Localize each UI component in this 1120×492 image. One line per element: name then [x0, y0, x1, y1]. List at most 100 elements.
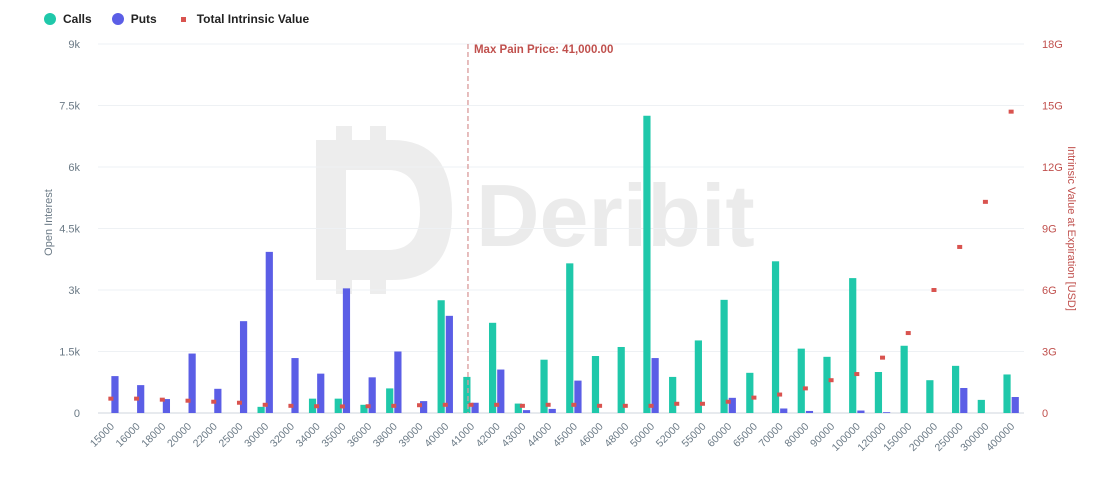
calls-bar[interactable] [694, 340, 702, 413]
puts-bar[interactable] [1011, 397, 1019, 413]
calls-bar[interactable] [437, 300, 445, 413]
puts-bar[interactable] [265, 251, 273, 413]
calls-bar[interactable] [566, 263, 574, 413]
y2-axis-title: Intrinsic Value at Expiration [USD] [1065, 146, 1077, 311]
calls-bar[interactable] [797, 348, 805, 413]
tiv-point[interactable] [622, 403, 628, 408]
puts-bar[interactable] [883, 412, 891, 413]
tiv-point[interactable] [314, 404, 320, 409]
tiv-point[interactable] [725, 399, 731, 404]
puts-bar[interactable] [728, 397, 736, 413]
tiv-point[interactable] [905, 331, 911, 336]
puts-bar[interactable] [368, 377, 376, 413]
calls-bar[interactable] [874, 372, 883, 413]
puts-bar[interactable] [394, 351, 402, 414]
puts-bar[interactable] [445, 315, 453, 413]
tiv-point[interactable] [1008, 109, 1014, 114]
puts-bar[interactable] [420, 401, 428, 413]
tiv-point[interactable] [236, 400, 242, 405]
calls-bar[interactable] [900, 345, 908, 413]
calls-bar[interactable] [669, 376, 677, 413]
legend-item-calls[interactable]: Calls [44, 12, 92, 26]
calls-bar[interactable] [951, 365, 960, 413]
legend-item-puts[interactable]: Puts [111, 12, 157, 26]
tiv-point[interactable] [571, 402, 577, 407]
calls-bar[interactable] [386, 388, 394, 413]
tiv-point[interactable] [802, 386, 808, 391]
tiv-point[interactable] [339, 404, 345, 409]
x-tick-label: 36000 [345, 421, 374, 450]
tiv-point[interactable] [288, 403, 294, 408]
tiv-point[interactable] [648, 403, 654, 408]
tiv-point[interactable] [108, 396, 114, 401]
calls-bar[interactable] [334, 398, 342, 413]
calls-bar[interactable] [540, 359, 548, 413]
puts-bar[interactable] [574, 380, 582, 413]
calls-bar[interactable] [746, 372, 754, 413]
calls-bar[interactable] [977, 399, 985, 413]
x-tick-label: 40000 [422, 421, 451, 450]
max-pain-label: Max Pain Price: 41,000.00 [474, 44, 613, 56]
tiv-point[interactable] [699, 401, 705, 406]
puts-bar[interactable] [780, 408, 788, 413]
puts-bar[interactable] [214, 388, 222, 413]
calls-bar[interactable] [1003, 374, 1011, 413]
puts-bar[interactable] [548, 408, 556, 413]
puts-bar[interactable] [497, 369, 505, 413]
puts-bar[interactable] [137, 385, 145, 413]
x-tick-label: 20000 [165, 421, 194, 450]
calls-bar[interactable] [849, 278, 857, 413]
puts-bar[interactable] [857, 410, 865, 413]
calls-bar[interactable] [617, 346, 625, 413]
puts-bar[interactable] [162, 399, 171, 413]
calls-bar[interactable] [463, 376, 471, 413]
tiv-point[interactable] [134, 396, 140, 401]
puts-bar[interactable] [651, 358, 659, 413]
calls-bar[interactable] [926, 380, 934, 413]
tiv-point[interactable] [751, 395, 757, 400]
calls-bar[interactable] [308, 398, 317, 413]
calls-bar[interactable] [643, 115, 651, 413]
puts-bar[interactable] [317, 373, 325, 413]
puts-bar[interactable] [805, 410, 814, 413]
tiv-point[interactable] [828, 378, 834, 383]
calls-bar[interactable] [488, 322, 497, 413]
tiv-point[interactable] [957, 244, 963, 249]
puts-bar[interactable] [291, 358, 299, 413]
tiv-point[interactable] [494, 402, 500, 407]
tiv-point[interactable] [365, 404, 371, 409]
tiv-point[interactable] [391, 403, 397, 408]
calls-bar[interactable] [771, 261, 780, 413]
tiv-point[interactable] [185, 398, 191, 403]
tiv-point[interactable] [262, 402, 268, 407]
puts-bar[interactable] [111, 376, 119, 413]
puts-bar[interactable] [522, 410, 531, 413]
tiv-point[interactable] [545, 402, 551, 407]
tiv-point[interactable] [982, 199, 988, 204]
tiv-point[interactable] [442, 402, 448, 407]
tiv-point[interactable] [931, 288, 937, 292]
y-tick-label: 3k [68, 285, 80, 297]
calls-bar[interactable] [823, 356, 831, 413]
tiv-point[interactable] [417, 403, 423, 408]
puts-bar[interactable] [239, 321, 248, 413]
calls-bar[interactable] [514, 403, 522, 413]
calls-bar[interactable] [257, 406, 265, 413]
tiv-point[interactable] [468, 402, 474, 407]
calls-bar[interactable] [360, 404, 368, 413]
calls-bar[interactable] [720, 299, 728, 413]
puts-bar[interactable] [342, 288, 351, 413]
puts-bar[interactable] [188, 353, 196, 413]
tiv-point[interactable] [211, 399, 217, 404]
tiv-point[interactable] [854, 372, 860, 377]
puts-bar[interactable] [471, 402, 479, 413]
tiv-point[interactable] [597, 403, 603, 408]
tiv-point[interactable] [674, 401, 680, 406]
tiv-point[interactable] [777, 392, 783, 397]
legend-item-tiv[interactable]: Total Intrinsic Value [177, 12, 309, 26]
tiv-point[interactable] [159, 397, 165, 402]
puts-bar[interactable] [960, 387, 968, 413]
tiv-point[interactable] [519, 403, 525, 408]
tiv-point[interactable] [880, 355, 886, 360]
calls-bar[interactable] [591, 356, 600, 413]
